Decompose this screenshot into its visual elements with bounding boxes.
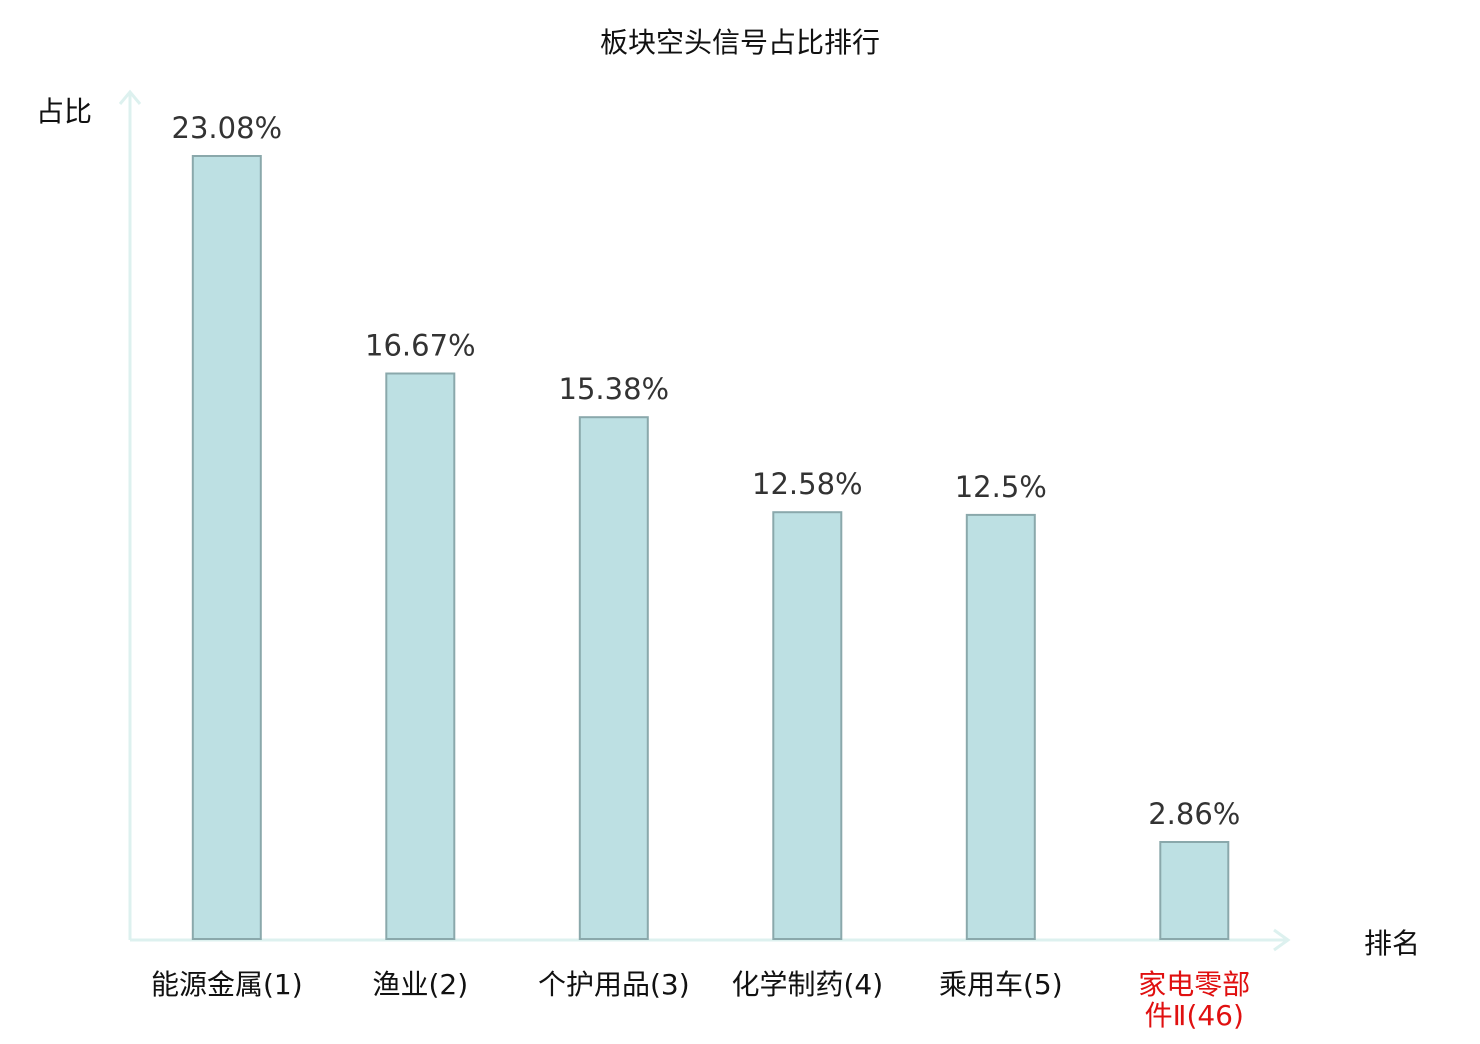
category-label-0: 能源金属(1)	[151, 968, 303, 1001]
bars	[191, 155, 1230, 941]
value-label-4: 12.5%	[955, 470, 1047, 504]
value-labels: 23.08% 16.67% 15.38% 12.58% 12.5% 2.86%	[172, 111, 1241, 831]
category-label-5-line-1: 件Ⅱ(46)	[1145, 999, 1244, 1032]
chart-title: 板块空头信号占比排行	[600, 26, 880, 59]
bar-5	[1159, 841, 1230, 940]
category-labels: 能源金属(1) 渔业(2) 个护用品(3) 化学制药(4) 乘用车(5) 家电零部件Ⅱ(4…	[151, 968, 1250, 1032]
category-label-1: 渔业(2)	[372, 968, 468, 1001]
value-label-1: 16.67%	[365, 329, 476, 363]
category-label-0-line-0: 能源金属(1)	[151, 968, 303, 1001]
category-label-5: 家电零部件Ⅱ(46)	[1138, 968, 1250, 1032]
bar-3	[772, 511, 843, 940]
bar-2	[578, 416, 649, 940]
value-label-0: 23.08%	[172, 111, 283, 145]
category-label-4-line-0: 乘用车(5)	[939, 968, 1063, 1001]
value-label-2: 15.38%	[559, 372, 670, 406]
category-label-4: 乘用车(5)	[939, 968, 1063, 1001]
x-axis-label: 排名	[1364, 927, 1420, 960]
category-label-2: 个护用品(3)	[538, 968, 690, 1001]
category-label-1-line-0: 渔业(2)	[372, 968, 468, 1001]
bar-0	[191, 155, 262, 940]
category-label-2-line-0: 个护用品(3)	[538, 968, 690, 1001]
bar-1	[385, 372, 456, 940]
value-label-5: 2.86%	[1148, 797, 1240, 831]
category-label-5-line-0: 家电零部	[1138, 968, 1250, 1001]
category-label-3-line-0: 化学制药(4)	[731, 968, 883, 1001]
x-axis	[130, 928, 1291, 952]
y-axis	[118, 89, 142, 940]
category-label-3: 化学制药(4)	[731, 968, 883, 1001]
bar-4	[965, 513, 1036, 941]
value-label-3: 12.58%	[752, 467, 863, 501]
y-axis-label: 占比	[36, 95, 92, 128]
